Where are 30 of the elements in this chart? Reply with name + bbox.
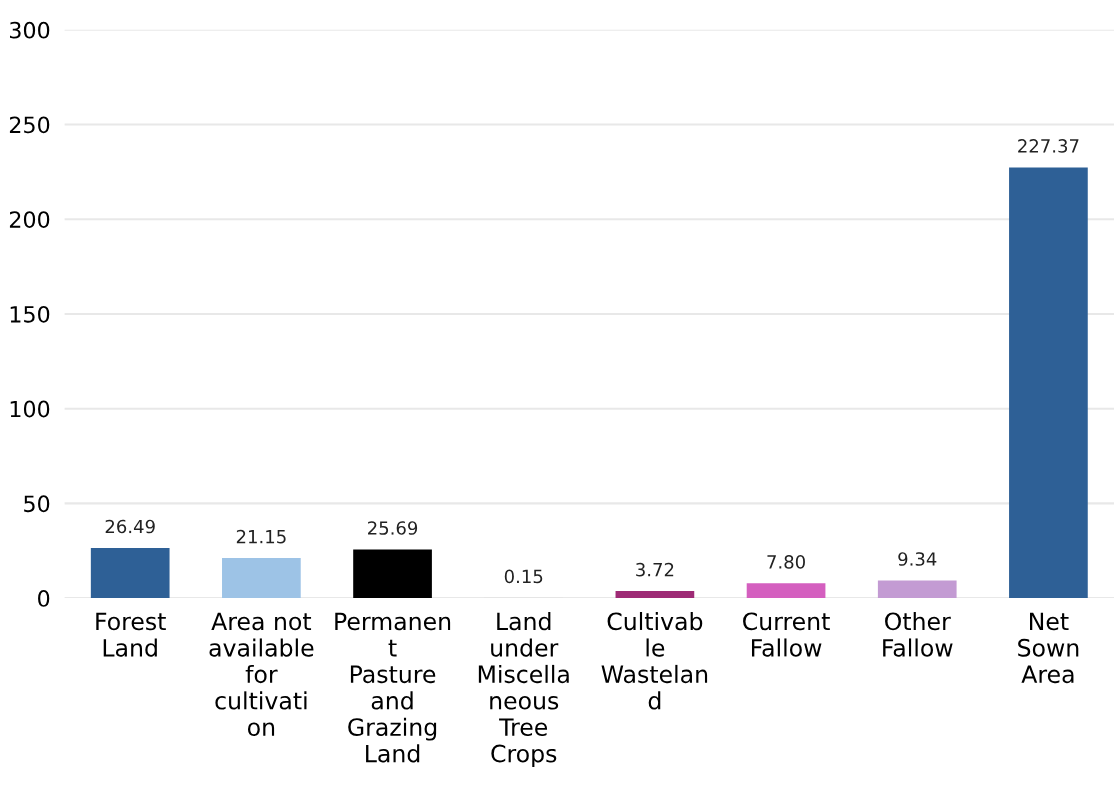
x-tick-label: Permanen t Pasture and Grazing Land xyxy=(335,612,451,763)
x-tick-label: Other Fallow xyxy=(883,612,953,657)
y-tick-label: 150 xyxy=(10,305,50,323)
x-tick-label: Cultivab le Wastelan d xyxy=(601,612,708,710)
data-label: 9.34 xyxy=(898,552,937,566)
x-tick-label: Current Fallow xyxy=(743,612,830,657)
x-tick-label: Area not available for cultivati on xyxy=(209,612,314,737)
x-tick-label: Forest Land xyxy=(96,612,166,657)
data-label: 21.15 xyxy=(236,529,286,544)
y-tick-label: 0 xyxy=(38,590,50,607)
bar xyxy=(1009,167,1088,599)
data-label: 227.37 xyxy=(1018,139,1079,153)
bar xyxy=(222,558,301,599)
y-tick-label: 50 xyxy=(24,495,50,513)
x-tick-label: Land under Miscella neous Tree Crops xyxy=(478,612,569,768)
data-label: 25.69 xyxy=(368,521,418,535)
y-tick-label: 250 xyxy=(9,116,50,134)
bar xyxy=(615,591,695,599)
data-label: 26.49 xyxy=(105,519,155,534)
bar xyxy=(746,583,826,599)
data-label: 0.15 xyxy=(504,569,543,584)
data-label: 7.80 xyxy=(767,555,805,569)
bar xyxy=(90,547,170,599)
data-label: 3.72 xyxy=(636,562,674,577)
bar xyxy=(353,549,432,599)
x-tick-label: Net Sown Area xyxy=(1018,612,1079,684)
bar xyxy=(877,580,957,599)
y-tick-label: 200 xyxy=(9,211,50,228)
y-tick-label: 300 xyxy=(10,21,50,39)
y-tick-label: 100 xyxy=(10,400,50,418)
